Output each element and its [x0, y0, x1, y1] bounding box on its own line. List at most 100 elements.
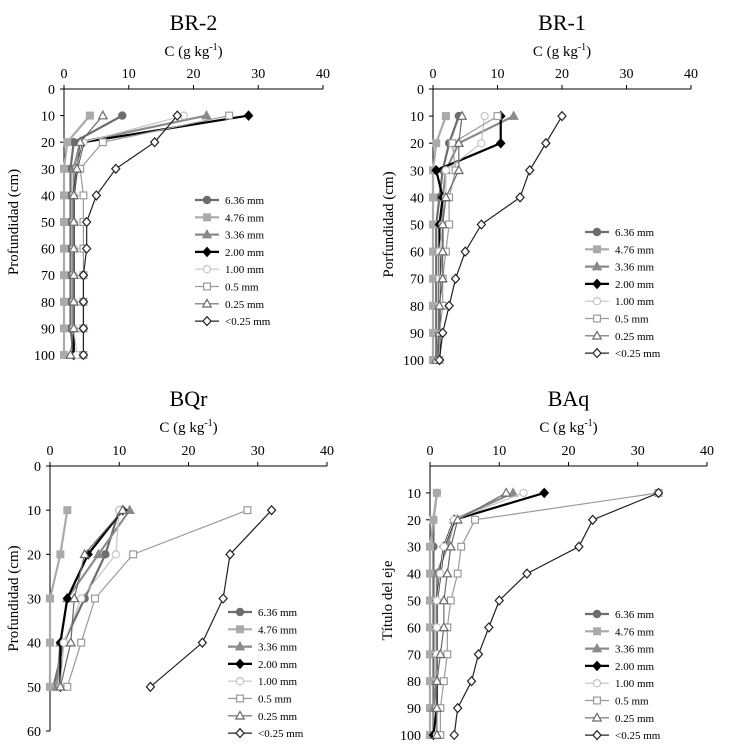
data-point — [441, 112, 450, 121]
legend-marker — [592, 347, 602, 359]
x-axis-label-end: ) — [586, 44, 591, 60]
legend-marker — [592, 227, 602, 237]
legend: 6.36 mm 4.76 mm 3.36 mm 2.00 mm 1.00 mm 0.5 m… — [195, 195, 271, 328]
legend-label: 6.36 mm — [615, 609, 655, 621]
series-line — [431, 115, 447, 360]
y-tick-label: 0 — [34, 460, 41, 475]
x-tick-label: 30 — [620, 67, 634, 82]
data-point — [74, 136, 86, 146]
data-point — [81, 216, 92, 228]
y-tick-label: 40 — [27, 637, 41, 652]
legend: 6.36 mm 4.76 mm 3.36 mm 2.00 mm 1.00 mm 0.5 m… — [228, 607, 304, 740]
data-point — [59, 638, 69, 647]
data-point — [65, 349, 76, 359]
y-tick-label: 100 — [400, 729, 421, 744]
x-axis-label: C (g kg-1) — [539, 418, 597, 436]
data-point — [493, 112, 502, 121]
series-line — [435, 116, 463, 361]
data-point — [436, 569, 445, 578]
legend-marker — [592, 297, 602, 306]
legend-label: 6.36 mm — [225, 195, 265, 207]
data-point — [494, 595, 505, 606]
series-lt-0-25-mm — [145, 504, 277, 693]
series-line — [69, 115, 104, 356]
legend-marker — [235, 677, 245, 686]
data-point — [438, 594, 450, 605]
y-tick-label: 50 — [27, 681, 41, 696]
legend-label: 0.25 mm — [225, 299, 265, 311]
series-lt-0-25-mm — [449, 487, 664, 741]
y-tick-label: 60 — [410, 246, 424, 261]
data-point — [507, 487, 519, 497]
x-tick-label: 20 — [562, 444, 576, 459]
data-point — [431, 702, 443, 712]
data-point — [453, 569, 462, 578]
x-axis-label-main: C (g kg — [159, 420, 205, 436]
series-0-25-mm — [55, 504, 128, 691]
legend-marker — [235, 607, 245, 617]
x-axis-label-end: ) — [593, 420, 598, 436]
data-point — [118, 111, 127, 120]
data-point — [101, 550, 110, 559]
data-point — [59, 271, 68, 280]
y-tick-label: 90 — [41, 322, 55, 337]
legend-marker — [592, 609, 602, 619]
series-line — [150, 509, 273, 688]
y-axis-label: Título del eje — [380, 560, 396, 640]
y-tick-label: 70 — [410, 273, 424, 288]
y-tick-label: 0 — [48, 83, 55, 98]
series-2-00-mm — [428, 487, 550, 741]
data-point — [45, 594, 54, 603]
legend-marker — [591, 712, 603, 722]
x-tick-label: 30 — [251, 444, 265, 459]
legend-marker — [202, 265, 212, 274]
data-point — [93, 548, 104, 559]
data-point — [437, 327, 448, 339]
legend-marker — [235, 727, 245, 739]
data-point — [243, 110, 254, 121]
data-point — [110, 163, 121, 175]
data-point — [653, 487, 664, 499]
data-point — [79, 548, 90, 559]
x-tick-label: 0 — [61, 67, 68, 82]
data-point — [429, 193, 438, 202]
legend-label: 6.36 mm — [258, 607, 298, 619]
legend: 6.36 mm 4.76 mm 3.36 mm 2.00 mm 1.00 mm 0.5 m… — [585, 227, 661, 360]
y-tick-label: 60 — [27, 725, 41, 740]
legend-label: 3.36 mm — [225, 230, 265, 242]
legend-label: 0.25 mm — [615, 331, 655, 343]
chart-br-2: BR-2 C (g kg-1) Profundidad (cm) 0 10 20 30 40 0… — [6, 10, 330, 364]
x-tick-label: 10 — [112, 444, 126, 459]
legend-marker — [203, 282, 212, 291]
data-point — [484, 622, 494, 633]
data-point — [129, 550, 138, 559]
x-tick-label: 10 — [492, 444, 506, 459]
data-point — [65, 637, 76, 647]
legend-label: 0.5 mm — [615, 314, 649, 326]
data-point — [444, 300, 454, 312]
data-point — [62, 593, 73, 604]
legend-label: <0.25 mm — [225, 316, 271, 328]
y-tick-label: 60 — [407, 621, 421, 636]
legend-label: 2.00 mm — [225, 247, 265, 259]
data-point — [76, 594, 86, 603]
x-tick-label: 0 — [47, 444, 54, 459]
series-3-36-mm — [68, 109, 212, 359]
series-line — [428, 492, 439, 735]
data-point — [456, 110, 468, 120]
series-line — [69, 114, 123, 356]
data-point — [439, 677, 448, 686]
legend-marker — [236, 625, 245, 634]
series-0-25-mm — [431, 110, 468, 364]
data-point — [434, 354, 445, 366]
x-axis-label: C (g kg-1) — [164, 42, 222, 60]
data-point — [429, 515, 438, 524]
series-line — [82, 115, 178, 355]
x-tick-label: 10 — [491, 67, 505, 82]
series-lt-0-25-mm — [78, 110, 183, 361]
legend-label: <0.25 mm — [258, 728, 304, 740]
data-point — [59, 218, 68, 227]
data-point — [124, 504, 135, 514]
series-line — [432, 492, 439, 735]
